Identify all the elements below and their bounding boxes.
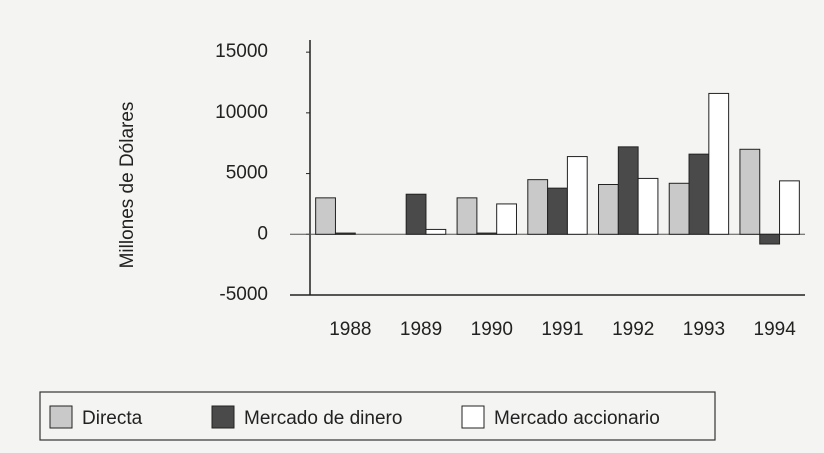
bar — [456, 197, 478, 235]
bar — [566, 156, 588, 235]
bar — [739, 148, 761, 235]
legend-swatch — [211, 405, 235, 429]
x-tick-label: 1994 — [754, 319, 797, 340]
bar — [496, 203, 517, 235]
x-tick-label: 1990 — [471, 319, 513, 340]
bar — [598, 184, 619, 235]
bar — [405, 193, 427, 235]
x-tick-label: 1988 — [329, 319, 371, 340]
legend-label: Mercado de dinero — [244, 408, 402, 429]
bar — [617, 146, 639, 235]
bar — [527, 179, 549, 235]
bar — [708, 92, 730, 235]
x-tick-label: 1989 — [400, 319, 442, 340]
legend-label: Directa — [82, 408, 143, 429]
x-tick-label: 1992 — [612, 319, 654, 340]
y-tick-label: 10000 — [215, 102, 268, 123]
x-tick-label: 1993 — [683, 319, 725, 340]
bar — [547, 187, 568, 235]
bar — [668, 182, 690, 235]
bar — [759, 233, 781, 245]
bar — [334, 232, 356, 235]
x-tick-label: 1991 — [541, 319, 583, 340]
bar — [779, 180, 800, 235]
legend-swatch — [461, 405, 485, 429]
legend-swatch — [49, 405, 73, 429]
bar — [425, 228, 447, 235]
legend-label: Mercado accionario — [494, 408, 660, 429]
bar — [637, 177, 659, 235]
y-tick-label: 5000 — [226, 163, 268, 184]
y-tick-label: -5000 — [219, 284, 268, 305]
bar — [688, 153, 710, 235]
legend-box — [39, 391, 716, 441]
y-tick-label: 15000 — [215, 41, 268, 62]
y-axis-label: Millones de Dólares — [117, 102, 138, 269]
bar — [315, 197, 336, 235]
y-tick-label: 0 — [257, 223, 268, 244]
bar — [476, 232, 498, 235]
